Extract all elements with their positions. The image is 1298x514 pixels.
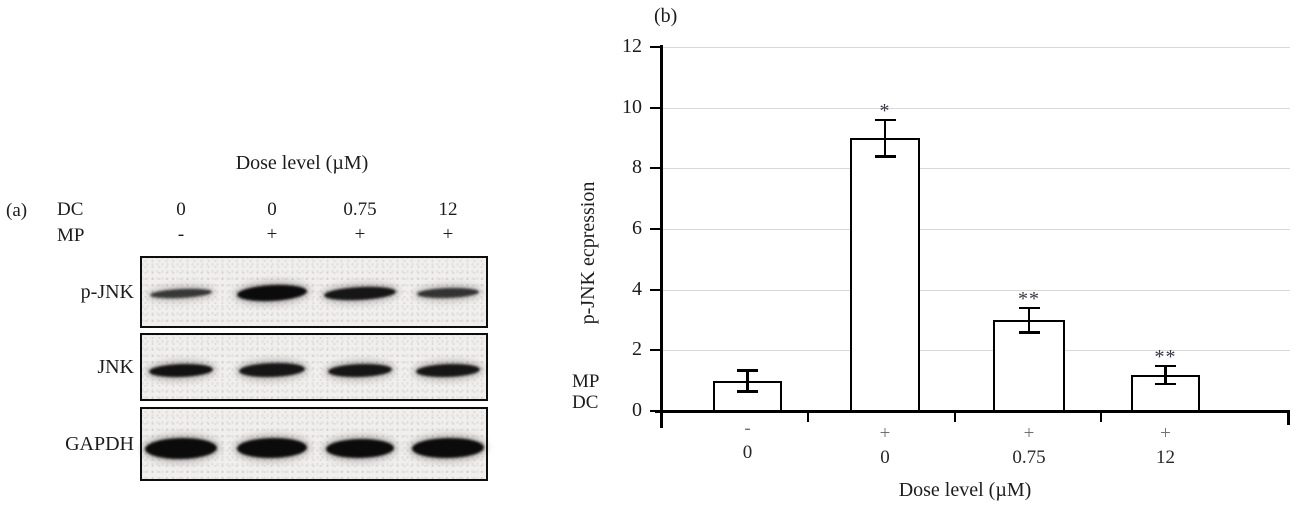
panel-a-dc-value: 0	[176, 199, 186, 220]
y-tick-label: 12	[622, 35, 642, 57]
blot-band	[323, 284, 397, 302]
panel-a-mp-row-label: MP	[57, 225, 85, 246]
bar	[993, 320, 1065, 412]
blot-panel-p-jnk	[140, 256, 488, 328]
gridline	[662, 108, 1290, 109]
y-tick	[650, 167, 662, 169]
blot-label: GAPDH	[65, 433, 134, 455]
x-axis-line	[655, 410, 1290, 413]
y-tick-label: 6	[632, 217, 642, 239]
gridline	[662, 290, 1290, 291]
x-tick	[807, 413, 809, 422]
error-bar-cap-top	[874, 118, 896, 122]
x-tick	[1100, 413, 1102, 422]
y-axis-label: p-JNK ecpression	[577, 181, 599, 325]
y-tick-label: 8	[632, 156, 642, 178]
blot-band	[238, 361, 306, 379]
blot-band	[411, 437, 485, 459]
y-tick	[650, 228, 662, 230]
error-bar-cap-bottom	[737, 390, 758, 393]
y-tick	[650, 46, 662, 48]
gridline	[662, 168, 1290, 169]
panel-a-mp-value: +	[442, 224, 454, 245]
panel-a-mp-value: +	[266, 224, 278, 245]
error-bar-cap-top	[1155, 364, 1176, 367]
panel-a-mp-value: +	[354, 224, 366, 245]
blot-band	[327, 362, 393, 378]
y-tick-label: 2	[632, 338, 642, 360]
blot-panel-gapdh	[140, 407, 488, 481]
y-tick-label: 4	[632, 278, 642, 300]
y-tick	[650, 349, 662, 351]
x-tick	[954, 413, 956, 422]
x-axis-end-tick	[1287, 410, 1290, 425]
group-mp-sign: +	[1160, 423, 1171, 444]
panel-b-dc-row-label: DC	[572, 392, 599, 413]
panel-a-dc-value: 12	[438, 199, 458, 220]
gridline	[662, 229, 1290, 230]
panel-a-dc-value: 0	[267, 199, 277, 220]
blot-panel-jnk	[140, 333, 488, 401]
group-dc-value: 0	[742, 442, 753, 463]
gridline	[662, 47, 1290, 48]
error-bar-line	[883, 119, 887, 157]
group-dc-value: 0	[880, 447, 890, 468]
bar	[850, 138, 920, 412]
blot-band	[416, 286, 480, 300]
error-bar-cap-bottom	[1018, 331, 1040, 334]
y-tick-label: 10	[622, 96, 642, 118]
panel-b-mp-row-label: MP	[572, 371, 600, 392]
blot-band	[236, 437, 308, 459]
panel-a-dc-row-label: DC	[57, 199, 84, 220]
blot-label: p-JNK	[80, 281, 134, 303]
error-bar-line	[746, 370, 749, 392]
significance-marker: **	[1018, 287, 1040, 310]
y-tick	[650, 289, 662, 291]
blot-band	[325, 437, 395, 459]
blot-band	[148, 362, 214, 378]
blot-band	[144, 436, 218, 460]
group-mp-sign: +	[879, 423, 891, 444]
gridline	[662, 350, 1290, 351]
error-bar-cap-bottom	[1155, 382, 1176, 386]
x-axis-label: Dose level (µM)	[898, 479, 1032, 501]
error-bar-cap-top	[737, 369, 758, 372]
group-mp-sign: +	[1023, 423, 1035, 444]
panel-a-dc-value: 0.75	[343, 199, 377, 220]
error-bar-cap-top	[1018, 306, 1040, 310]
y-tick-label: 0	[632, 399, 642, 421]
error-bar-cap-bottom	[874, 155, 896, 158]
panel-a-mp-value: -	[177, 224, 185, 245]
blot-band	[236, 283, 308, 303]
group-dc-value: 0.75	[1012, 447, 1046, 468]
blot-band	[149, 286, 213, 300]
panel-a-tag: (a)	[6, 200, 28, 221]
blot-band	[415, 362, 481, 378]
y-axis-line	[660, 45, 663, 428]
panel-a-dose-title: Dose level (µM)	[235, 152, 369, 174]
group-mp-sign: -	[744, 418, 751, 439]
significance-marker: **	[1154, 345, 1177, 368]
y-tick	[650, 107, 662, 109]
error-bar-line	[1027, 307, 1031, 333]
significance-marker: *	[879, 99, 891, 122]
panel-b-tag: (b)	[654, 5, 678, 27]
group-dc-value: 12	[1156, 447, 1175, 468]
blot-label: JNK	[97, 356, 134, 378]
error-bar-line	[1164, 365, 1167, 384]
